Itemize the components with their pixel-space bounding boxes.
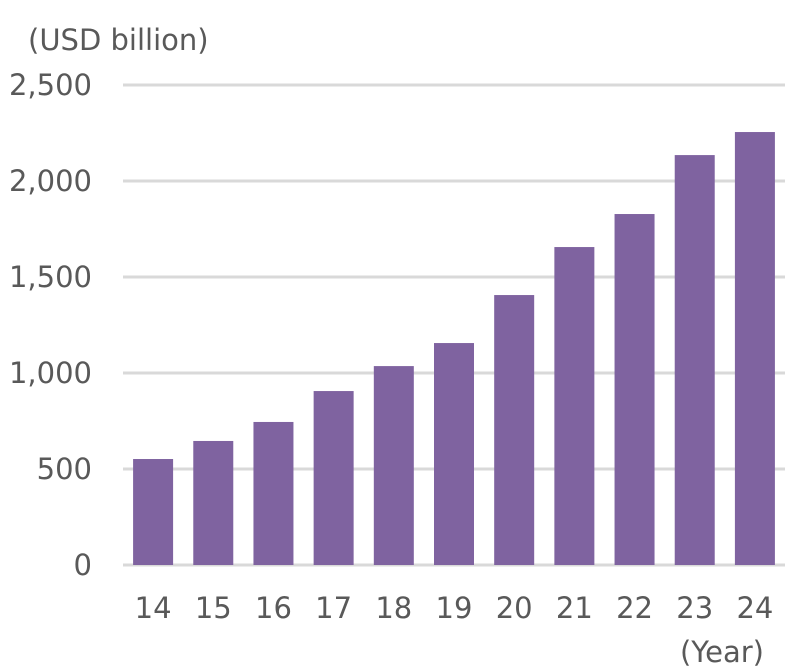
y-tick-label: 2,000 — [9, 164, 92, 198]
bar-18 — [373, 366, 414, 565]
bar-19 — [434, 343, 474, 565]
bar-24 — [734, 132, 775, 566]
x-axis-label: (Year) — [680, 635, 764, 668]
x-tick-label: 14 — [135, 591, 172, 625]
x-tick-label: 19 — [436, 591, 473, 625]
y-tick-label: 0 — [74, 548, 92, 582]
bar-15 — [193, 440, 234, 565]
x-tick-label: 22 — [616, 591, 653, 625]
y-tick-label: 1,000 — [9, 356, 92, 390]
bar-23 — [674, 155, 715, 565]
y-tick-label: 500 — [37, 452, 92, 486]
bar-21 — [554, 247, 595, 565]
x-tick-label: 17 — [315, 591, 352, 625]
bar-16 — [253, 421, 294, 565]
x-tick-label: 23 — [676, 591, 713, 625]
x-tick-label: 20 — [496, 591, 533, 625]
y-axis-label: (USD billion) — [28, 23, 209, 57]
x-tick-label: 18 — [375, 591, 412, 625]
x-tick-label: 15 — [195, 591, 232, 625]
bar-14 — [133, 459, 174, 565]
x-tick-label: 16 — [255, 591, 292, 625]
y-tick-label: 1,500 — [9, 260, 92, 294]
bar-22 — [614, 214, 655, 566]
bar-20 — [494, 295, 535, 565]
x-tick-label: 21 — [556, 591, 593, 625]
x-tick-label: 24 — [736, 591, 773, 625]
y-tick-label: 2,500 — [9, 68, 92, 102]
bar-17 — [313, 391, 354, 565]
